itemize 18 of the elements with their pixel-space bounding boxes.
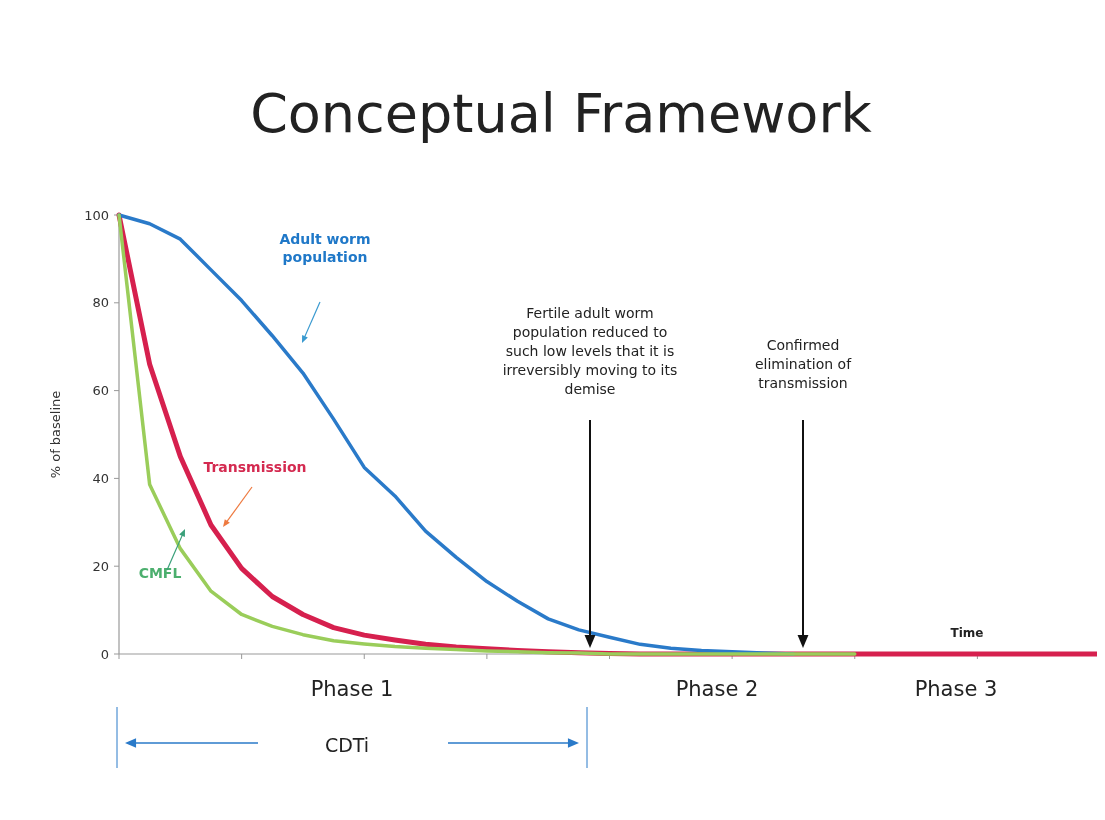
y-tick-label: 100	[84, 207, 109, 223]
text: CDTi	[324, 734, 370, 756]
text: Phase 2	[675, 677, 759, 701]
annotation: Confirmed elimination of transmission	[754, 337, 853, 391]
y-tick-label: 60	[92, 383, 109, 399]
text: Phase 3	[914, 677, 998, 701]
chart-title: Conceptual Framework	[250, 82, 873, 145]
y-tick-label: 80	[92, 295, 109, 311]
series-label: Transmission	[203, 459, 307, 475]
text: Phase 1	[310, 677, 394, 701]
y-tick-label: 40	[92, 470, 109, 486]
annotation: Fertile adult worm population reduced to such low levels that it is irreversibly moving to its demise	[502, 305, 678, 397]
y-tick-label: 20	[92, 558, 109, 574]
y-axis-title: % of baseline	[48, 390, 63, 479]
text: Adult worm population	[279, 231, 371, 265]
series-label: CMFL	[138, 565, 182, 581]
annotation: Time	[950, 626, 984, 640]
y-tick-label: 0	[100, 646, 109, 662]
